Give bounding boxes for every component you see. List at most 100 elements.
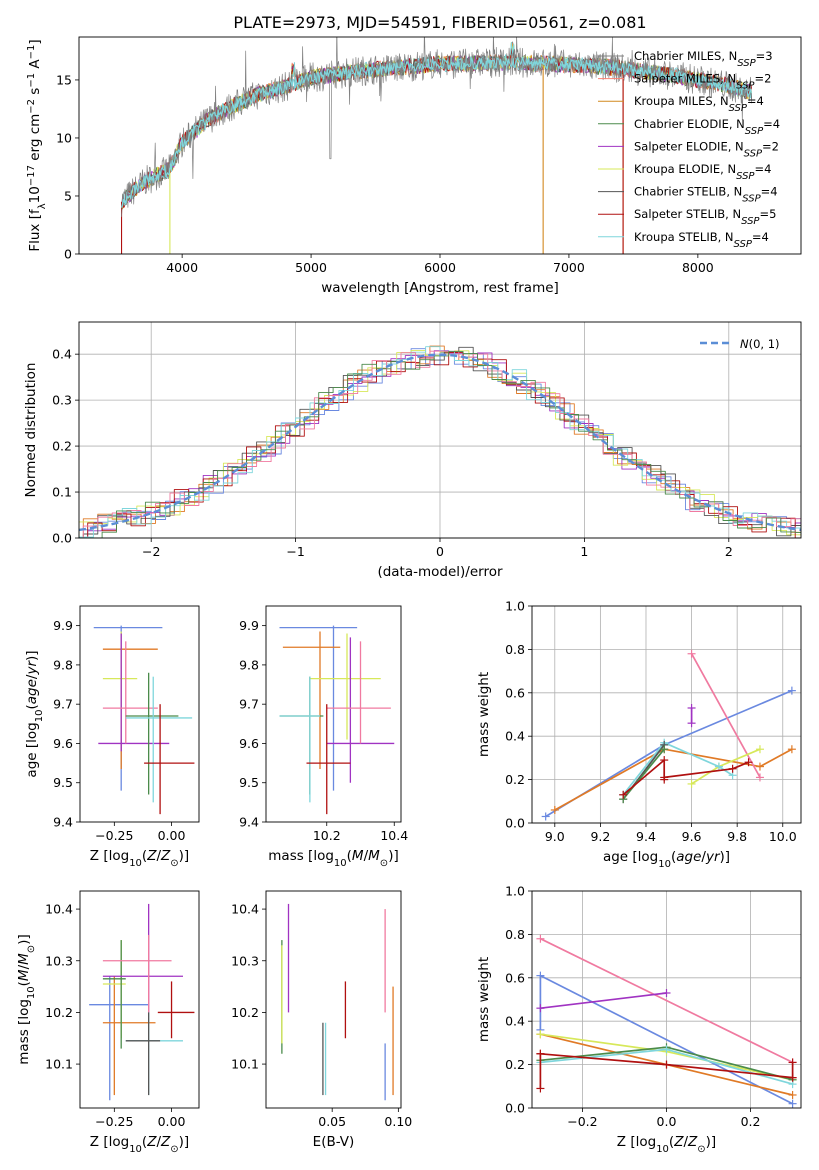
x-axis-label: mass [log10(M/M⊙)] (268, 848, 398, 869)
y-axis-label: Flux [fλ10−17 erg cm−2 s−1 A−1] (26, 39, 48, 251)
legend-entry: Chabrier STELIB, NSSP=4 (634, 185, 778, 205)
axes-frame (531, 890, 802, 1109)
age-vs-mass-panel: 10.2 10.4 9.4 9.5 9.6 9.7 9.8 9.9 mass [log10(M/… (239, 605, 408, 869)
x-axis-label: Z [log10(Z/Z⊙)] (90, 848, 189, 869)
x-tick-label: 10.4 (380, 828, 408, 843)
axes-frame (531, 605, 802, 824)
legend-entry: Chabrier MILES, NSSP=3 (634, 49, 773, 69)
y-tick-label: 10.3 (45, 953, 73, 968)
y-tick-label: 9.7 (53, 697, 73, 712)
y-tick-label: 9.8 (239, 657, 259, 672)
y-tick-label: 0.6 (505, 970, 525, 985)
y-tick-label: 10.2 (45, 1005, 73, 1020)
y-tick-label: 5 (64, 188, 72, 203)
legend-entry: Kroupa ELODIE, NSSP=4 (634, 162, 771, 182)
x-tick-label: 10.0 (769, 829, 797, 844)
plot-area (281, 903, 394, 1101)
y-axis-label: mass weight (476, 957, 492, 1042)
residual-histogram-step (79, 351, 801, 538)
y-axis-label: mass [log10(M/M⊙)] (16, 934, 37, 1064)
residuals-panel: −2 −1 0 1 2 0.0 0.1 0.2 0.3 0.4 N(0, 1) (data-model… (23, 321, 802, 580)
y-tick-label: 0.0 (505, 1101, 525, 1116)
x-tick-label: 0.00 (158, 1114, 186, 1129)
mass-vs-metallicity-panel: −0.25 0.00 10.1 10.2 10.3 10.4 Z [log10(Z/Z⊙)]… (16, 890, 200, 1155)
y-tick-label: 9.6 (53, 736, 73, 751)
y-tick-label: 10.4 (231, 902, 259, 917)
axes-frame (78, 321, 802, 539)
x-tick-label: 1 (580, 544, 588, 559)
x-tick-label: −0.2 (567, 1114, 597, 1129)
y-tick-label: 9.9 (53, 618, 73, 633)
weight-line (622, 748, 665, 800)
normal-distribution-curve (79, 353, 801, 532)
y-tick-label: 9.6 (239, 736, 259, 751)
y-tick-label: 0.1 (52, 485, 72, 500)
y-tick-label: 0.0 (52, 531, 72, 546)
y-tick-label: 0.6 (505, 685, 525, 700)
residual-histogram-step (79, 350, 801, 538)
y-tick-label: 10 (56, 130, 72, 145)
x-tick-label: −0.25 (95, 1114, 133, 1129)
x-tick-label: 6000 (424, 260, 456, 275)
y-axis-label: Normed distribution (23, 363, 39, 498)
age-vs-metallicity-panel: −0.25 0.00 9.4 9.5 9.6 9.7 9.8 9.9 Z [log10(Z/Z⊙… (24, 605, 200, 869)
x-tick-label: 7000 (553, 260, 585, 275)
x-tick-label: 2 (725, 544, 733, 559)
figure-title: PLATE=2973, MJD=54591, FIBERID=0561, z=0… (233, 13, 646, 32)
legend-entry: Salpeter MILES, NSSP=2 (634, 72, 771, 92)
plot-area (89, 903, 195, 1101)
y-tick-label: 9.4 (239, 815, 259, 830)
x-tick-label: 0.10 (384, 1114, 412, 1129)
legend-entry: Salpeter STELIB, NSSP=5 (634, 207, 776, 227)
legend-entry: Chabrier ELODIE, NSSP=4 (634, 117, 780, 137)
y-tick-label: 0.8 (505, 642, 525, 657)
plot-area (79, 345, 801, 538)
x-axis-label: age [log10(age/yr)] (603, 849, 730, 870)
weight-line (540, 937, 793, 1064)
y-tick-label: 10.1 (45, 1057, 73, 1072)
x-tick-label: 8000 (682, 260, 714, 275)
plot-area (541, 649, 796, 821)
x-tick-label: 0.0 (657, 1114, 677, 1129)
y-tick-label: 9.4 (53, 815, 73, 830)
weight-line (540, 992, 667, 1010)
x-tick-label: 10.2 (313, 828, 341, 843)
plot-area (120, 37, 753, 254)
best-fit-spectrum-line (120, 56, 753, 208)
y-tick-label: 9.8 (53, 657, 73, 672)
y-axis-label: mass weight (476, 672, 492, 757)
y-axis-label: age [log10(age/yr)] (24, 650, 45, 777)
axes-frame (79, 605, 200, 823)
y-tick-label: 10.4 (45, 902, 73, 917)
legend-entry: Kroupa MILES, NSSP=4 (634, 94, 764, 114)
x-axis-label: E(B-V) (313, 1134, 355, 1150)
y-tick-label: 15 (56, 72, 72, 87)
x-tick-label: 0.2 (741, 1114, 761, 1129)
x-tick-label: 5000 (295, 260, 327, 275)
axes-frame (265, 605, 402, 823)
x-axis-label: (data-model)/error (377, 564, 503, 580)
x-tick-label: 9.4 (636, 829, 656, 844)
x-tick-label: 9.8 (727, 829, 747, 844)
weight-line (622, 741, 734, 796)
plot-area (279, 625, 395, 815)
x-tick-label: 0 (436, 544, 444, 559)
x-tick-label: 4000 (166, 260, 198, 275)
legend-entry: N(0, 1) (740, 337, 780, 351)
x-tick-label: 9.2 (590, 829, 610, 844)
y-tick-label: 9.5 (239, 775, 259, 790)
y-tick-label: 0.4 (505, 1014, 525, 1029)
legend-entry: Salpeter ELODIE, NSSP=2 (634, 139, 779, 159)
plot-area (93, 625, 195, 815)
legend-entry: Kroupa STELIB, NSSP=4 (634, 230, 769, 250)
x-tick-label: −2 (142, 544, 160, 559)
weight-line (554, 748, 793, 811)
y-tick-label: 0 (64, 247, 72, 262)
y-tick-label: 1.0 (505, 599, 525, 614)
weight-line (690, 653, 761, 778)
y-tick-label: 0.2 (505, 772, 525, 787)
x-tick-label: 9.0 (545, 829, 565, 844)
x-axis-label: wavelength [Angstrom, rest frame] (321, 280, 559, 296)
spectrum-panel: 4000 5000 6000 7000 8000 0 5 10 15 Chabrier MILES… (26, 36, 802, 296)
